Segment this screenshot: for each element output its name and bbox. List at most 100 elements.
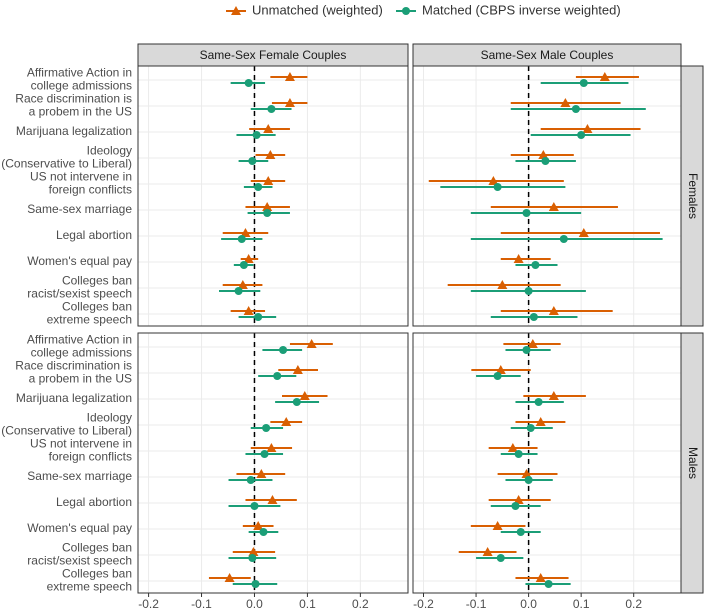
point (582, 124, 593, 133)
y-tick-label-line: US not intervene in (30, 170, 132, 184)
y-tick-label: Legal abortion (56, 228, 132, 242)
y-tick-label-line: extreme speech (47, 313, 132, 327)
x-tick-label: 0.0 (520, 597, 537, 611)
point (599, 72, 610, 81)
point (263, 176, 274, 185)
y-tick-label-line: Ideology (87, 411, 132, 425)
point (524, 287, 533, 295)
y-tick-label: Marijuana legalization (16, 391, 132, 405)
y-tick-label-line: (Conservative to Liberal) (1, 424, 132, 438)
point (265, 150, 276, 159)
point (488, 176, 499, 185)
legend-label: Matched (CBPS inverse weighted) (422, 2, 621, 17)
point (577, 131, 586, 139)
point (513, 495, 524, 504)
x-tick-label: -0.2 (413, 597, 434, 611)
x-tick-label: 0.2 (625, 597, 642, 611)
point (560, 98, 571, 107)
point (521, 469, 532, 478)
y-tick-label: Women's equal pay (27, 254, 132, 268)
x-tick-label: 0.0 (246, 597, 263, 611)
legend-marker (402, 7, 410, 15)
y-tick-label-line: Race discrimination is (15, 92, 132, 106)
y-tick-label-line: Same-sex marriage (27, 469, 132, 483)
y-tick-label: Women's equal pay (27, 521, 132, 535)
y-tick-label-line: a probem in the US (29, 105, 132, 119)
x-tick-label: -0.2 (138, 597, 159, 611)
y-tick-label-line: Same-sex marriage (27, 202, 132, 216)
strip-label: Males (686, 447, 700, 479)
panel-border (137, 332, 409, 594)
y-tick-label-line: Race discrimination is (15, 359, 132, 373)
point (248, 547, 259, 556)
point (284, 98, 295, 107)
point (292, 365, 303, 374)
x-tick-label: 0.2 (352, 597, 369, 611)
y-tick-label-line: a probem in the US (29, 372, 132, 386)
strip-label: Same-Sex Female Couples (200, 48, 347, 62)
point (544, 580, 553, 588)
y-tick-label: Ideology (Conservative to Liberal) (1, 144, 132, 171)
y-tick-label: Colleges ban racist/sexist speech (27, 274, 132, 301)
point (234, 287, 243, 295)
point (495, 365, 506, 374)
point (306, 339, 317, 348)
point (524, 476, 533, 484)
y-tick-label: Affirmative Action in college admissions (27, 333, 132, 360)
y-tick-label-line: Marijuana legalization (16, 391, 132, 405)
panel (413, 66, 681, 326)
point (507, 443, 518, 452)
y-tick-label-line: foreign conflicts (49, 450, 132, 464)
panel (413, 333, 681, 593)
point (548, 202, 559, 211)
y-tick-label-line: Legal abortion (56, 228, 132, 242)
point (513, 254, 524, 263)
point (559, 235, 568, 243)
point (254, 183, 263, 191)
point (522, 209, 531, 217)
y-tick-label-line: Colleges ban (62, 300, 132, 314)
y-tick-label-line: Women's equal pay (27, 521, 132, 535)
x-tick-label: 0.1 (299, 597, 316, 611)
point (482, 547, 493, 556)
y-tick-label: Colleges ban racist/sexist speech (27, 541, 132, 568)
point (548, 306, 559, 315)
y-tick-label-line: Colleges ban (62, 567, 132, 581)
point (243, 254, 254, 263)
point (511, 502, 520, 510)
point (267, 495, 278, 504)
point (292, 398, 301, 406)
point (496, 554, 505, 562)
y-tick-label: US not intervene in foreign conflicts (30, 437, 132, 464)
point (516, 528, 525, 536)
panel (138, 333, 408, 593)
y-tick-label-line: foreign conflicts (49, 183, 132, 197)
y-tick-label-line: US not intervene in (30, 437, 132, 451)
point (262, 202, 273, 211)
point (529, 313, 538, 321)
point (244, 79, 253, 87)
point (548, 391, 559, 400)
point (493, 183, 502, 191)
point (299, 391, 310, 400)
y-tick-label-line: Legal abortion (56, 495, 132, 509)
legend-label: Unmatched (weighted) (252, 2, 383, 17)
y-tick-label: Race discrimination is a probem in the US (15, 92, 132, 119)
y-tick-label-line: Ideology (87, 144, 132, 158)
y-tick-label-line: racist/sexist speech (27, 287, 132, 301)
point (267, 105, 276, 113)
point (578, 228, 589, 237)
point (514, 450, 523, 458)
strip (137, 43, 409, 67)
point (239, 261, 248, 269)
y-tick-label: Ideology (Conservative to Liberal) (1, 411, 132, 438)
point (246, 476, 255, 484)
x-tick-label: -0.1 (466, 597, 487, 611)
y-tick-label: Colleges ban extreme speech (47, 567, 132, 594)
point (535, 573, 546, 582)
point (224, 573, 235, 582)
point (263, 209, 272, 217)
point (262, 424, 271, 432)
point (279, 346, 288, 354)
